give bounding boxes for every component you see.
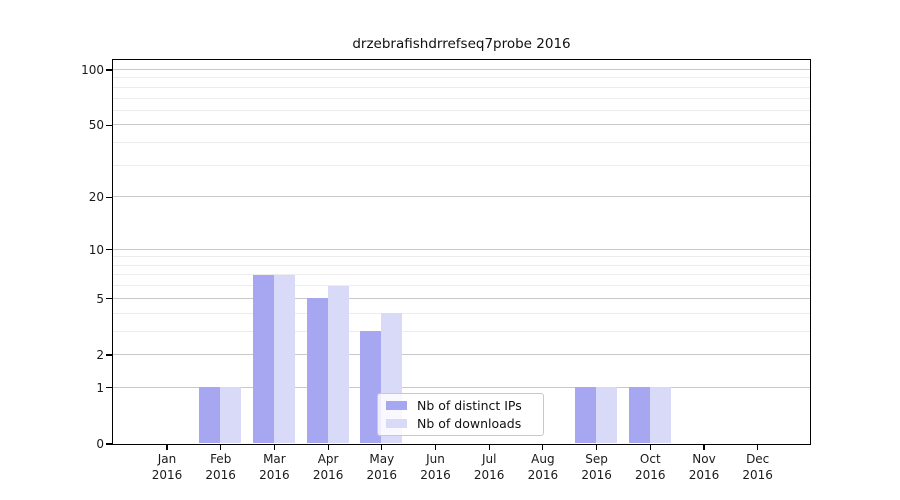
gridline-minor-60 xyxy=(112,109,810,111)
bars-layer xyxy=(113,60,810,444)
y-tick-label-50: 50 xyxy=(88,118,104,133)
bar-nb-of-downloads-sep xyxy=(596,387,618,444)
x-tick-label-aug: Aug 2016 xyxy=(527,452,559,482)
x-tick-mark-jan xyxy=(166,445,168,450)
x-tick-label-dec: Dec 2016 xyxy=(742,452,773,482)
y-tick-label-20: 20 xyxy=(88,190,104,205)
x-tick-label-oct: Oct 2016 xyxy=(635,452,666,482)
x-tick-mark-nov xyxy=(703,445,705,450)
gridline-major-50 xyxy=(112,124,810,126)
x-tick-label-apr: Apr 2016 xyxy=(312,452,344,482)
gridline-minor-80 xyxy=(112,86,810,88)
bar-nb-of-distinct-ips-mar xyxy=(252,274,274,444)
y-tick-label-10: 10 xyxy=(88,242,104,257)
legend-swatch-downloads-icon xyxy=(386,418,407,428)
legend-swatch-distinct-ips-icon xyxy=(386,401,407,411)
bar-nb-of-distinct-ips-oct xyxy=(628,387,650,444)
x-tick-label-jan: Jan 2016 xyxy=(151,452,183,482)
legend-item: Nb of distinct IPs xyxy=(384,398,537,414)
x-tick-mark-aug xyxy=(542,445,544,450)
legend: Nb of distinct IPs Nb of downloads xyxy=(377,393,544,436)
gridline-minor-70 xyxy=(112,97,810,99)
gridline-major-1 xyxy=(112,386,810,388)
gridline-minor-9 xyxy=(112,256,810,258)
gridline-minor-7 xyxy=(112,274,810,276)
x-tick-label-nov: Nov 2016 xyxy=(688,452,720,482)
bar-nb-of-downloads-feb xyxy=(220,387,242,444)
gridline-minor-4 xyxy=(112,312,810,314)
y-tick-label-5: 5 xyxy=(96,291,104,306)
bar-nb-of-downloads-mar xyxy=(273,274,295,444)
x-tick-mark-apr xyxy=(327,445,329,450)
x-tick-label-mar: Mar 2016 xyxy=(259,452,290,482)
bar-nb-of-distinct-ips-feb xyxy=(199,387,221,444)
bar-nb-of-distinct-ips-sep xyxy=(575,387,597,444)
legend-label-distinct-ips: Nb of distinct IPs xyxy=(417,398,522,414)
x-tick-label-feb: Feb 2016 xyxy=(205,452,236,482)
gridline-major-20 xyxy=(112,196,810,198)
x-tick-label-may: May 2016 xyxy=(366,452,398,482)
gridline-minor-6 xyxy=(112,285,810,287)
plot-area xyxy=(111,58,811,445)
y-tick-label-2: 2 xyxy=(96,347,104,362)
x-tick-mark-mar xyxy=(273,445,275,450)
x-tick-mark-oct xyxy=(649,445,651,450)
y-tick-label-100: 100 xyxy=(81,63,104,77)
x-tick-mark-may xyxy=(381,445,383,450)
gridline-major-10 xyxy=(112,248,810,250)
x-tick-label-jun: Jun 2016 xyxy=(420,452,451,482)
x-tick-mark-jun xyxy=(434,445,437,450)
x-tick-mark-sep xyxy=(596,445,598,450)
legend-label-downloads: Nb of downloads xyxy=(417,415,522,431)
bar-nb-of-downloads-apr xyxy=(327,285,349,444)
x-tick-label-jul: Jul 2016 xyxy=(473,452,505,482)
gridline-minor-90 xyxy=(112,77,810,79)
gridline-major-2 xyxy=(112,353,810,355)
y-tick-label-0: 0 xyxy=(96,437,104,451)
bar-nb-of-distinct-ips-apr xyxy=(306,298,328,444)
x-tick-mark-feb xyxy=(220,445,222,450)
gridlines-layer xyxy=(112,60,810,444)
gridline-minor-30 xyxy=(112,164,810,166)
gridline-minor-3 xyxy=(112,330,810,332)
x-tick-label-sep: Sep 2016 xyxy=(581,452,612,482)
gridline-major-5 xyxy=(112,297,810,299)
x-tick-mark-jul xyxy=(488,445,490,450)
y-tick-label-1: 1 xyxy=(96,380,104,395)
gridline-major-100 xyxy=(112,69,810,70)
gridline-minor-8 xyxy=(112,264,810,266)
x-tick-mark-dec xyxy=(757,445,759,450)
gridline-minor-40 xyxy=(112,142,810,144)
chart-title: drzebrafishdrrefseq7probe 2016 xyxy=(352,36,571,52)
bar-nb-of-downloads-oct xyxy=(649,387,671,444)
bar-nb-of-distinct-ips-may xyxy=(360,331,382,444)
legend-item: Nb of downloads xyxy=(384,415,537,431)
